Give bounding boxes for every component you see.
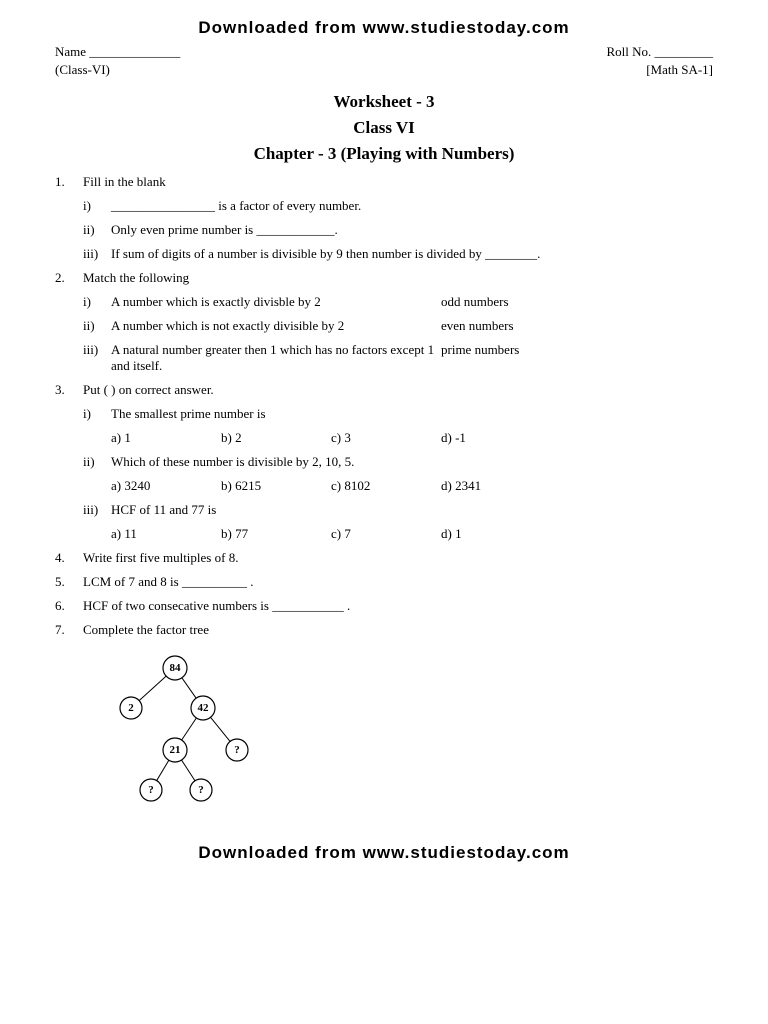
q2-ii: ii) A number which is not exactly divisi… [83, 318, 713, 334]
q2-i-right: odd numbers [441, 294, 713, 310]
svg-text:84: 84 [170, 662, 182, 674]
q3-ii-c: c) 8102 [331, 478, 441, 494]
factor-tree-svg: 84 2 42 21??? [95, 650, 265, 810]
q3-ii-num: ii) [83, 454, 111, 470]
factor-tree: 84 2 42 21??? [95, 650, 713, 815]
q1-i: i) ________________ is a factor of every… [83, 198, 713, 214]
roll-field: Roll No. _________ [606, 44, 713, 60]
q1-iii-text: If sum of digits of a number is divisibl… [111, 246, 713, 262]
q1-iii: iii) If sum of digits of a number is div… [83, 246, 713, 262]
q3-number: 3. [55, 382, 83, 398]
q3-iii-c: c) 7 [331, 526, 441, 542]
class-label: (Class-VI) [55, 62, 110, 78]
subject-label: [Math SA-1] [646, 62, 713, 78]
svg-text:42: 42 [198, 702, 210, 714]
top-row: Name ______________ Roll No. _________ [55, 44, 713, 60]
svg-text:21: 21 [170, 744, 181, 756]
question-3: 3. Put ( ) on correct answer. [55, 382, 713, 398]
q5-number: 5. [55, 574, 83, 590]
q3-ii-text: Which of these number is divisible by 2,… [111, 454, 713, 470]
q3-i-num: i) [83, 406, 111, 422]
svg-text:2: 2 [128, 702, 134, 714]
q3-ii-options: a) 3240 b) 6215 c) 8102 d) 2341 [111, 478, 713, 494]
svg-text:?: ? [198, 784, 204, 796]
q2-number: 2. [55, 270, 83, 286]
q3-i-d: d) -1 [441, 430, 551, 446]
source-header: Downloaded from www.studiestoday.com [55, 18, 713, 38]
q3-i-text: The smallest prime number is [111, 406, 713, 422]
q3-iii-options: a) 11 b) 77 c) 7 d) 1 [111, 526, 713, 542]
worksheet-title: Worksheet - 3 [55, 92, 713, 112]
chapter-title: Chapter - 3 (Playing with Numbers) [55, 144, 713, 164]
q3-iii: iii) HCF of 11 and 77 is [83, 502, 713, 518]
q2-iii-right: prime numbers [441, 342, 713, 374]
question-5: 5. LCM of 7 and 8 is __________ . [55, 574, 713, 590]
q2-iii-num: iii) [83, 342, 111, 374]
q6-number: 6. [55, 598, 83, 614]
q2-i: i) A number which is exactly divisble by… [83, 294, 713, 310]
q1-ii-num: ii) [83, 222, 111, 238]
q2-i-num: i) [83, 294, 111, 310]
second-row: (Class-VI) [Math SA-1] [55, 62, 713, 78]
question-6: 6. HCF of two consecative numbers is ___… [55, 598, 713, 614]
question-1: 1. Fill in the blank [55, 174, 713, 190]
q3-i-c: c) 3 [331, 430, 441, 446]
q5-text: LCM of 7 and 8 is __________ . [83, 574, 713, 590]
q3-ii-b: b) 6215 [221, 478, 331, 494]
title-block: Worksheet - 3 Class VI Chapter - 3 (Play… [55, 92, 713, 164]
q2-ii-left: A number which is not exactly divisible … [111, 318, 441, 334]
q3-iii-text: HCF of 11 and 77 is [111, 502, 713, 518]
question-7: 7. Complete the factor tree [55, 622, 713, 638]
question-4: 4. Write first five multiples of 8. [55, 550, 713, 566]
q7-number: 7. [55, 622, 83, 638]
q2-iii-left: A natural number greater then 1 which ha… [111, 342, 441, 374]
q3-i-b: b) 2 [221, 430, 331, 446]
question-2: 2. Match the following [55, 270, 713, 286]
q3-i-a: a) 1 [111, 430, 221, 446]
q1-i-text: ________________ is a factor of every nu… [111, 198, 713, 214]
q2-iii: iii) A natural number greater then 1 whi… [83, 342, 713, 374]
q3-ii: ii) Which of these number is divisible b… [83, 454, 713, 470]
q4-number: 4. [55, 550, 83, 566]
q3-iii-num: iii) [83, 502, 111, 518]
worksheet-page: Downloaded from www.studiestoday.com Nam… [0, 0, 768, 883]
svg-text:?: ? [234, 744, 240, 756]
svg-text:?: ? [148, 784, 154, 796]
q2-ii-right: even numbers [441, 318, 713, 334]
q3-i-options: a) 1 b) 2 c) 3 d) -1 [111, 430, 713, 446]
q3-text: Put ( ) on correct answer. [83, 382, 713, 398]
q2-text: Match the following [83, 270, 713, 286]
q3-ii-a: a) 3240 [111, 478, 221, 494]
q1-number: 1. [55, 174, 83, 190]
class-title: Class VI [55, 118, 713, 138]
q7-text: Complete the factor tree [83, 622, 713, 638]
q2-ii-num: ii) [83, 318, 111, 334]
q3-i: i) The smallest prime number is [83, 406, 713, 422]
q3-iii-d: d) 1 [441, 526, 551, 542]
q1-i-num: i) [83, 198, 111, 214]
q1-iii-num: iii) [83, 246, 111, 262]
q3-iii-b: b) 77 [221, 526, 331, 542]
q1-ii-text: Only even prime number is ____________. [111, 222, 713, 238]
q1-text: Fill in the blank [83, 174, 713, 190]
source-footer: Downloaded from www.studiestoday.com [55, 843, 713, 863]
q1-ii: ii) Only even prime number is __________… [83, 222, 713, 238]
q6-text: HCF of two consecative numbers is ______… [83, 598, 713, 614]
q2-i-left: A number which is exactly divisble by 2 [111, 294, 441, 310]
q3-ii-d: d) 2341 [441, 478, 551, 494]
q3-iii-a: a) 11 [111, 526, 221, 542]
q4-text: Write first five multiples of 8. [83, 550, 713, 566]
name-field: Name ______________ [55, 44, 180, 60]
